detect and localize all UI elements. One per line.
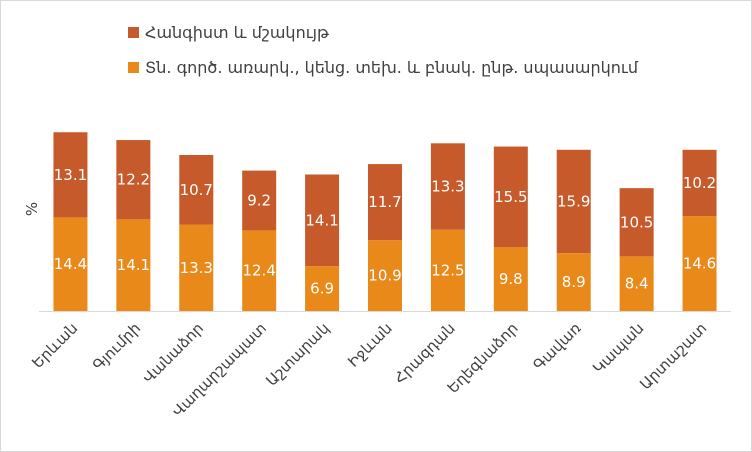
bar-segment-upper <box>682 149 717 217</box>
data-label: 14.1 <box>117 256 150 274</box>
legend-swatch <box>128 27 139 38</box>
data-label: 12.2 <box>117 171 150 189</box>
data-label: 13.3 <box>431 178 464 196</box>
x-tick-label: Աշտարակ <box>262 319 333 390</box>
x-tick-label: Երևան <box>28 319 81 372</box>
legend-swatch <box>128 62 139 73</box>
bar-segment-upper <box>493 146 528 248</box>
bar-segment-lower <box>493 247 528 311</box>
x-tick-label: Իջևան <box>344 319 396 371</box>
x-tick-label: Կապան <box>589 319 647 377</box>
bar-segment-upper <box>556 149 591 254</box>
bar-segment-lower <box>682 216 717 311</box>
bar-segment-lower <box>242 230 277 311</box>
data-label: 11.7 <box>368 193 401 211</box>
data-label: 8.4 <box>625 275 649 293</box>
data-label: 13.1 <box>54 166 87 184</box>
data-label: 10.5 <box>620 213 653 231</box>
bar-segment-upper <box>53 132 88 218</box>
data-label: 12.4 <box>242 262 275 280</box>
data-label: 15.5 <box>494 188 527 206</box>
data-label: 8.9 <box>562 273 586 291</box>
bar-segment-lower <box>619 256 654 311</box>
data-label: 10.2 <box>683 174 716 192</box>
bar-segment-lower <box>430 229 465 311</box>
x-tick-label: Գավառ <box>530 319 585 374</box>
bar-segment-upper <box>242 170 277 231</box>
y-axis-label: % <box>23 202 41 216</box>
bar-segment-lower <box>556 253 591 311</box>
bar-segment-lower <box>368 240 402 311</box>
data-label: 14.4 <box>54 255 87 273</box>
data-label: 10.9 <box>368 267 401 285</box>
bar-segment-upper <box>619 188 654 257</box>
data-label: 9.2 <box>247 192 271 210</box>
data-label: 10.7 <box>180 181 213 199</box>
data-label: 6.9 <box>310 280 334 298</box>
data-label: 14.6 <box>683 255 716 273</box>
bar-segment-upper <box>179 155 214 225</box>
legend-label: Հանգիստ և մշակույթ <box>145 23 329 42</box>
bar-segment-upper <box>430 143 465 230</box>
bar-segment-upper <box>116 140 151 220</box>
x-tick-label: Գյումրի <box>89 319 144 374</box>
bar-segment-lower <box>116 219 151 311</box>
data-label: 9.8 <box>499 270 523 288</box>
data-label: 14.1 <box>305 211 338 229</box>
data-label: 12.5 <box>431 261 464 279</box>
data-label: 15.9 <box>557 192 590 210</box>
x-tick-label: Հրազդան <box>391 319 459 387</box>
data-label: 13.3 <box>180 259 213 277</box>
bar-segment-upper <box>305 174 340 267</box>
x-tick-label: Վանաձոր <box>139 319 207 387</box>
bar-segment-upper <box>368 164 402 241</box>
x-tick-label: Արտաշատ <box>636 319 710 393</box>
legend-label: Տն. գործ. առարկ., կենց. տեխ. և բնակ. ընթ… <box>145 58 639 77</box>
bar-segment-lower <box>53 217 88 311</box>
bar-segment-lower <box>179 224 214 311</box>
bar-segment-lower <box>305 266 340 311</box>
